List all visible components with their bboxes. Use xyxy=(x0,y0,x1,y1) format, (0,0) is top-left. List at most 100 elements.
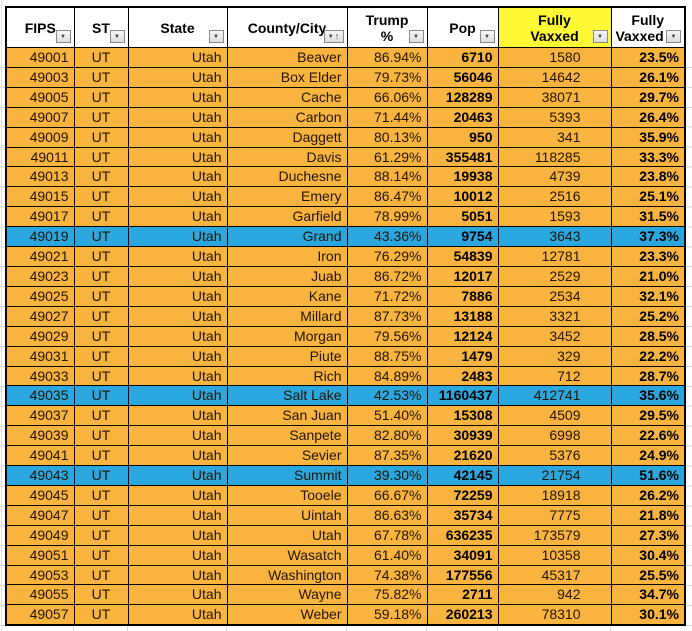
cell-state[interactable]: Utah xyxy=(127,66,228,88)
cell-fully-vaxxed-pct[interactable]: 28.5% xyxy=(610,325,686,347)
filter-dropdown-sorted-ascending-icon[interactable]: ▼ ↑ xyxy=(323,30,344,43)
cell-fully-vaxxed[interactable]: 4739 xyxy=(497,166,612,188)
cell-fully-vaxxed-pct[interactable]: 21.8% xyxy=(610,504,686,526)
cell-fips[interactable]: 49019 xyxy=(5,226,75,248)
column-header-state[interactable]: State ▼ xyxy=(127,6,228,48)
cell-st[interactable]: UT xyxy=(73,385,129,407)
cell-trump-pct[interactable]: 42.53% xyxy=(346,385,428,407)
cell-trump-pct[interactable]: 71.44% xyxy=(346,106,428,128)
cell-county[interactable]: Utah xyxy=(226,524,348,546)
cell-st[interactable]: UT xyxy=(73,166,129,188)
cell-fully-vaxxed-pct[interactable]: 30.1% xyxy=(610,604,686,626)
cell-state[interactable]: Utah xyxy=(127,126,228,148)
cell-st[interactable]: UT xyxy=(73,47,129,68)
cell-trump-pct[interactable]: 75.82% xyxy=(346,584,428,606)
cell-fully-vaxxed-pct[interactable]: 37.3% xyxy=(610,226,686,248)
cell-fips[interactable]: 49037 xyxy=(5,405,75,427)
cell-state[interactable]: Utah xyxy=(127,425,228,447)
cell-fully-vaxxed-pct[interactable]: 32.1% xyxy=(610,285,686,307)
column-header-fips[interactable]: FIPS ▼ xyxy=(5,6,75,48)
cell-county[interactable]: Sevier xyxy=(226,445,348,467)
column-header-fully-vaxxed-pct[interactable]: Fully Vaxxed % ▼ xyxy=(610,6,686,48)
cell-trump-pct[interactable]: 88.75% xyxy=(346,345,428,367)
cell-county[interactable]: Summit xyxy=(226,465,348,486)
cell-pop[interactable]: 355481 xyxy=(426,146,499,168)
cell-pop[interactable]: 12124 xyxy=(426,325,499,347)
cell-fully-vaxxed-pct[interactable]: 27.3% xyxy=(610,524,686,546)
filter-dropdown-icon[interactable]: ▼ xyxy=(109,30,125,43)
cell-fips[interactable]: 49043 xyxy=(5,465,75,486)
cell-fully-vaxxed-pct[interactable]: 22.6% xyxy=(610,425,686,447)
cell-st[interactable]: UT xyxy=(73,325,129,347)
cell-fully-vaxxed-pct[interactable]: 29.5% xyxy=(610,405,686,427)
cell-state[interactable]: Utah xyxy=(127,106,228,128)
cell-fully-vaxxed[interactable]: 2516 xyxy=(497,186,612,208)
cell-pop[interactable]: 5051 xyxy=(426,206,499,228)
cell-fips[interactable]: 49015 xyxy=(5,186,75,208)
cell-state[interactable]: Utah xyxy=(127,86,228,108)
cell-state[interactable]: Utah xyxy=(127,504,228,526)
cell-trump-pct[interactable]: 88.14% xyxy=(346,166,428,188)
cell-pop[interactable]: 950 xyxy=(426,126,499,148)
cell-state[interactable]: Utah xyxy=(127,445,228,467)
cell-county[interactable]: Carbon xyxy=(226,106,348,128)
cell-fully-vaxxed-pct[interactable]: 35.6% xyxy=(610,385,686,407)
cell-county[interactable]: Iron xyxy=(226,246,348,267)
cell-county[interactable]: Garfield xyxy=(226,206,348,228)
cell-pop[interactable]: 35734 xyxy=(426,504,499,526)
cell-trump-pct[interactable]: 86.47% xyxy=(346,186,428,208)
filter-dropdown-icon[interactable]: ▼ xyxy=(479,30,495,43)
cell-trump-pct[interactable]: 79.56% xyxy=(346,325,428,347)
cell-state[interactable]: Utah xyxy=(127,206,228,228)
cell-trump-pct[interactable]: 61.40% xyxy=(346,544,428,566)
cell-st[interactable]: UT xyxy=(73,206,129,228)
cell-state[interactable]: Utah xyxy=(127,166,228,188)
cell-fips[interactable]: 49033 xyxy=(5,365,75,387)
cell-fully-vaxxed-pct[interactable]: 23.8% xyxy=(610,166,686,188)
cell-pop[interactable]: 21620 xyxy=(426,445,499,467)
filter-dropdown-icon[interactable]: ▼ xyxy=(55,30,71,43)
cell-trump-pct[interactable]: 43.36% xyxy=(346,226,428,248)
cell-pop[interactable]: 10012 xyxy=(426,186,499,208)
cell-county[interactable]: Daggett xyxy=(226,126,348,148)
cell-fully-vaxxed[interactable]: 18918 xyxy=(497,484,612,506)
cell-state[interactable]: Utah xyxy=(127,584,228,606)
cell-state[interactable]: Utah xyxy=(127,146,228,168)
cell-county[interactable]: Duchesne xyxy=(226,166,348,188)
cell-pop[interactable]: 15308 xyxy=(426,405,499,427)
cell-county[interactable]: Rich xyxy=(226,365,348,387)
cell-fips[interactable]: 49009 xyxy=(5,126,75,148)
cell-trump-pct[interactable]: 66.06% xyxy=(346,86,428,108)
column-header-st[interactable]: ST ▼ xyxy=(73,6,129,48)
cell-pop[interactable]: 2483 xyxy=(426,365,499,387)
cell-fully-vaxxed[interactable]: 3321 xyxy=(497,305,612,327)
cell-fully-vaxxed[interactable]: 341 xyxy=(497,126,612,148)
cell-st[interactable]: UT xyxy=(73,66,129,88)
cell-pop[interactable]: 20463 xyxy=(426,106,499,128)
cell-trump-pct[interactable]: 59.18% xyxy=(346,604,428,626)
column-header-pop[interactable]: Pop ▼ xyxy=(426,6,499,48)
cell-state[interactable]: Utah xyxy=(127,246,228,267)
cell-fully-vaxxed[interactable]: 712 xyxy=(497,365,612,387)
cell-st[interactable]: UT xyxy=(73,425,129,447)
column-header-county-city[interactable]: County/City ▼ ↑ xyxy=(226,6,348,48)
cell-trump-pct[interactable]: 39.30% xyxy=(346,465,428,486)
cell-county[interactable]: Grand xyxy=(226,226,348,248)
cell-trump-pct[interactable]: 66.67% xyxy=(346,484,428,506)
cell-trump-pct[interactable]: 78.99% xyxy=(346,206,428,228)
filter-dropdown-icon[interactable]: ▼ xyxy=(408,30,424,43)
cell-st[interactable]: UT xyxy=(73,465,129,486)
cell-fully-vaxxed[interactable]: 10358 xyxy=(497,544,612,566)
cell-fully-vaxxed-pct[interactable]: 21.0% xyxy=(610,265,686,287)
cell-fully-vaxxed[interactable]: 38071 xyxy=(497,86,612,108)
cell-pop[interactable]: 1479 xyxy=(426,345,499,367)
cell-county[interactable]: Piute xyxy=(226,345,348,367)
cell-pop[interactable]: 1160437 xyxy=(426,385,499,407)
filter-dropdown-icon[interactable]: ▼ xyxy=(666,30,681,43)
cell-st[interactable]: UT xyxy=(73,106,129,128)
cell-fully-vaxxed-pct[interactable]: 26.4% xyxy=(610,106,686,128)
filter-dropdown-icon[interactable]: ▼ xyxy=(208,30,224,43)
cell-fips[interactable]: 49055 xyxy=(5,584,75,606)
cell-fully-vaxxed-pct[interactable]: 28.7% xyxy=(610,365,686,387)
cell-state[interactable]: Utah xyxy=(127,47,228,68)
